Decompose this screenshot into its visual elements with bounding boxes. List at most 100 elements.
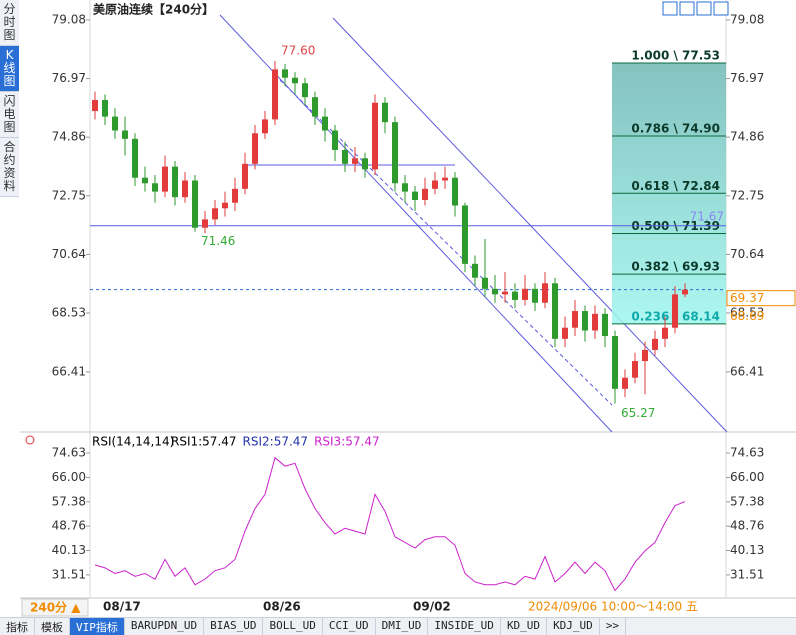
candle-body (502, 291, 508, 295)
candle-body (302, 83, 308, 98)
candle-body (252, 133, 258, 164)
y-tick-label: 48.76 (52, 519, 86, 533)
legend-entry: RSI1:57.47 (171, 435, 237, 449)
candle-body (642, 349, 648, 362)
tab[interactable]: KD_UD (501, 618, 548, 635)
candle-body (192, 180, 198, 228)
time-range: 2024/09/06 10:00～14:00 五 (528, 600, 698, 614)
x-tick-label: 09/02 (413, 600, 451, 614)
candle-body (312, 97, 318, 117)
candle-body (122, 130, 128, 139)
candle-body (262, 119, 268, 134)
candle-body (382, 102, 388, 123)
tab[interactable]: KDJ_UD (547, 618, 600, 635)
candle-body (142, 177, 148, 184)
candle-body (212, 208, 218, 220)
candle-body (432, 180, 438, 189)
side-tab[interactable]: 分时图 (0, 0, 19, 46)
candle-body (112, 116, 118, 131)
y-tick-label: 70.64 (52, 247, 86, 261)
tab[interactable]: CCI_UD (323, 618, 376, 635)
candle-body (672, 294, 678, 328)
candle-body (412, 191, 418, 200)
candle-body (532, 288, 538, 303)
y-tick-label: 70.64 (730, 247, 764, 261)
tab[interactable]: VIP指标 (70, 618, 125, 635)
candle-body (652, 338, 658, 350)
candle-body (682, 289, 688, 295)
candle-body (362, 158, 368, 170)
legend-entry: RSI3:57.47 (314, 435, 380, 449)
y-tick-label: 66.00 (730, 470, 764, 484)
candle-body (402, 183, 408, 192)
tab[interactable]: 模板 (35, 618, 70, 635)
candle-body (452, 177, 458, 206)
candle-body (92, 99, 98, 112)
candle-body (632, 361, 638, 378)
side-tab[interactable]: 合约资料 (0, 138, 19, 197)
tool-button[interactable] (696, 1, 712, 16)
indicator-title: RSI(14,14,14) (92, 435, 174, 449)
y-tick-label: 66.41 (730, 364, 764, 378)
side-tab[interactable]: K线图 (0, 46, 19, 92)
y-tick-label: 31.51 (52, 567, 86, 581)
candle-body (582, 311, 588, 331)
candle-body (152, 183, 158, 192)
y-tick-label: 57.38 (52, 494, 86, 508)
settings-icon[interactable] (25, 435, 35, 445)
tab[interactable]: BARUPDN_UD (125, 618, 205, 635)
side-tab[interactable]: 闪电图 (0, 92, 19, 138)
candle-body (222, 202, 228, 209)
tab[interactable]: >> (600, 618, 627, 635)
candle-body (182, 180, 188, 198)
tab[interactable]: DMI_UD (376, 618, 429, 635)
tool-button[interactable] (713, 1, 729, 16)
tool-button[interactable] (679, 1, 695, 16)
y-tick-label: 40.13 (730, 543, 764, 557)
candle-body (392, 122, 398, 184)
candle-body (202, 219, 208, 228)
candle-body (522, 288, 528, 300)
fib-label: 1.000 \ 77.53 (631, 49, 720, 63)
low-label: 65.27 (621, 406, 655, 420)
line-label: 71.67 (690, 209, 724, 223)
tool-button[interactable] (662, 1, 678, 16)
period-box (21, 598, 89, 617)
tab[interactable]: 指标 (0, 618, 35, 635)
candle-body (622, 377, 628, 389)
y-tick-label: 68.53 (52, 306, 86, 320)
candle-body (342, 149, 348, 164)
candle-body (232, 188, 238, 203)
last-price-label: 69.37 (730, 291, 764, 305)
y-tick-label: 74.86 (730, 130, 764, 144)
y-tick-label: 68.53 (730, 306, 764, 320)
candle-body (242, 163, 248, 189)
period: 240分 ▲ (30, 600, 81, 615)
tab[interactable]: INSIDE_UD (428, 618, 501, 635)
candle-body (542, 283, 548, 303)
y-tick-label: 79.08 (52, 12, 86, 26)
y-tick-label: 72.75 (52, 188, 86, 202)
candle-body (472, 263, 478, 278)
channel-line (332, 17, 728, 433)
candle-body (272, 69, 278, 120)
fib-label: 0.382 \ 69.93 (631, 260, 720, 274)
candle-body (572, 311, 578, 328)
candle-body (602, 313, 608, 337)
candle-body (422, 188, 428, 200)
candle-body (612, 336, 618, 389)
toolbar[interactable] (662, 1, 729, 16)
fib-label: 0.786 \ 74.90 (631, 122, 720, 136)
candle-body (512, 291, 518, 300)
y-tick-label: 66.00 (52, 470, 86, 484)
price-marker-label: 68.69 (730, 309, 764, 323)
x-tick-label: 08/17 (103, 600, 141, 614)
y-tick-label: 40.13 (52, 543, 86, 557)
candle-body (562, 327, 568, 339)
tab-bar: 指标 模板 VIP指标 BARUPDN_UD BIAS_UD BOLL_UD CCI_UD D… (0, 617, 796, 635)
tab[interactable]: BIAS_UD (204, 618, 264, 635)
tab[interactable]: BOLL_UD (263, 618, 323, 635)
candle-body (352, 158, 358, 164)
candle-body (282, 69, 288, 78)
candle-body (132, 138, 138, 178)
